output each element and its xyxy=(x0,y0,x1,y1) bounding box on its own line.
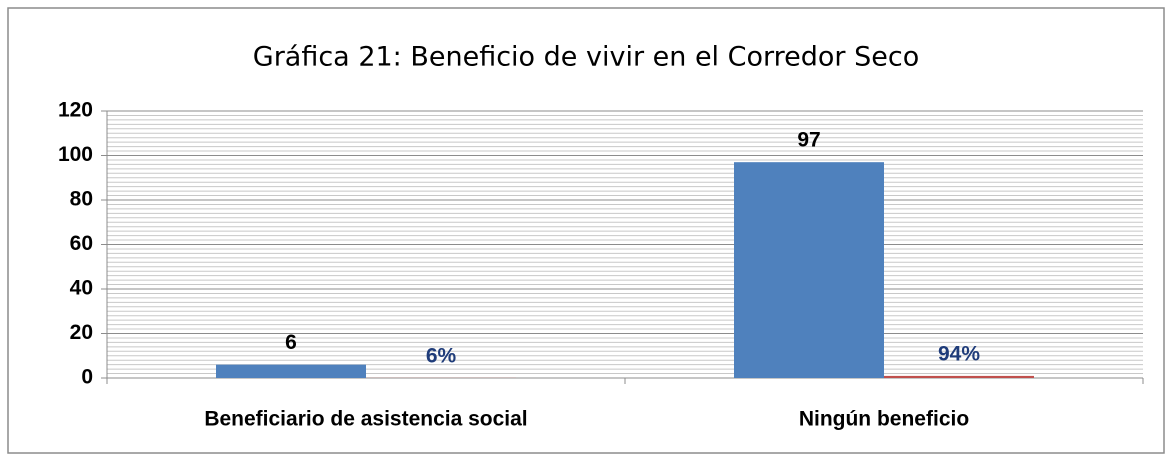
chart-frame xyxy=(7,7,1165,454)
y-tick-label: 80 xyxy=(70,188,93,211)
y-tick-label: 100 xyxy=(58,143,93,166)
y-tick-label: 120 xyxy=(58,99,93,122)
data-label: 97 xyxy=(797,129,820,152)
bar xyxy=(884,375,1034,378)
data-label: 6 xyxy=(285,331,297,354)
y-tick-label: 40 xyxy=(70,277,93,300)
bar xyxy=(216,364,366,378)
x-tick-label: Beneficiario de asistencia social xyxy=(204,408,527,431)
data-label: 6% xyxy=(426,344,457,367)
data-label: 94% xyxy=(938,342,980,365)
y-tick-label: 60 xyxy=(70,232,93,255)
bar xyxy=(734,162,884,378)
chart-title: Gráfica 21: Beneficio de vivir en el Cor… xyxy=(253,42,919,73)
y-tick-label: 0 xyxy=(81,366,93,389)
x-tick-label: Ningún beneficio xyxy=(799,408,969,431)
y-tick-label: 20 xyxy=(70,321,93,344)
